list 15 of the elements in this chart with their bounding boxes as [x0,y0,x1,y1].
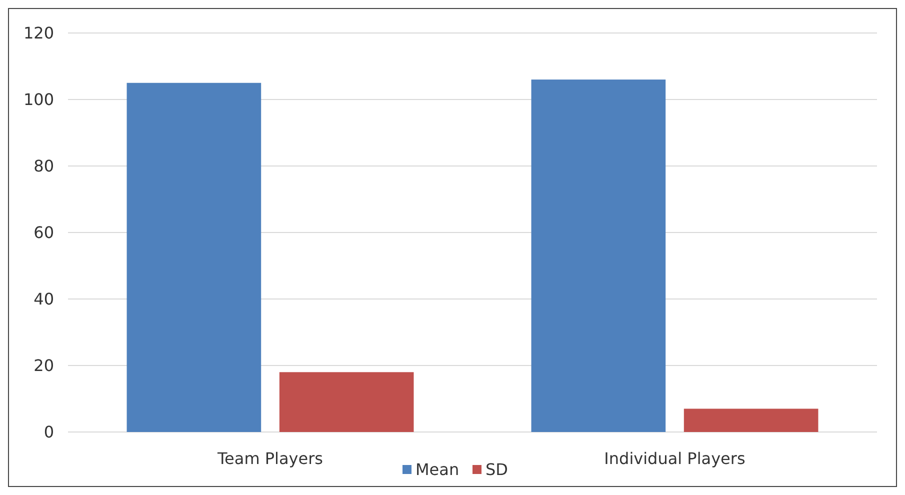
legend-label: Mean [416,460,460,479]
y-tick-label: 0 [44,422,54,442]
y-tick-label: 60 [34,223,54,242]
y-tick-label: 80 [34,156,54,176]
bar [126,82,262,432]
x-tick-label: Team Players [216,449,323,468]
y-tick-label: 20 [34,356,54,376]
x-tick-label: Individual Players [604,449,746,468]
y-tick-label: 40 [34,290,54,309]
bar [531,80,666,432]
y-tick-label: 120 [23,24,54,43]
legend-label: SD [486,460,508,479]
y-tick-label: 100 [23,90,54,110]
bar [684,408,818,432]
bar [279,372,414,432]
